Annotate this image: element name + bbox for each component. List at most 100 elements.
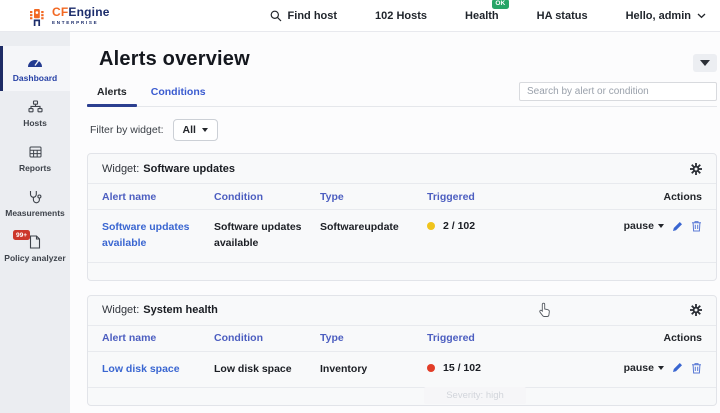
topnav: Find host 102 Hosts OK Health HA status …	[270, 0, 706, 22]
type-cell: Inventory	[320, 362, 368, 375]
sidebar-item-label: Hosts	[23, 118, 47, 128]
sidebar-item-label: Measurements	[5, 208, 65, 218]
widget-filter-value: All	[182, 124, 196, 136]
policy-analyzer-count-badge: 99+	[13, 230, 31, 240]
severity-dot	[427, 222, 435, 230]
health-link[interactable]: OK Health	[465, 0, 509, 22]
sitemap-icon	[27, 99, 43, 114]
column-header-condition[interactable]: Condition	[214, 190, 263, 203]
alert-name-link[interactable]: Low disk space	[102, 362, 180, 375]
sidebar: Dashboard Hosts	[0, 32, 70, 413]
widget-header: Widget: System health	[88, 296, 716, 326]
triggered-count: 2 / 102	[443, 220, 476, 232]
condition-cell: Low disk space	[214, 362, 292, 375]
pause-button[interactable]: pause	[624, 362, 664, 374]
filter-row: Filter by widget: All	[90, 119, 717, 141]
cfengine-logo-icon	[30, 8, 44, 26]
hosts-count-link[interactable]: 102 Hosts	[375, 9, 428, 22]
tabs: Alerts Conditions	[87, 81, 216, 107]
column-header-actions: Actions	[663, 190, 702, 203]
logo-text: CFEngine ENTERPRISE	[52, 6, 110, 25]
widget-title: Widget: Software updates	[102, 163, 235, 175]
widget-system-health: Widget: System health	[87, 294, 717, 407]
widget-settings-gear-icon[interactable]	[690, 304, 702, 316]
file-icon: 99+	[13, 230, 41, 249]
alert-name-link[interactable]: Software updates available	[102, 221, 190, 249]
gauge-icon	[27, 54, 43, 69]
user-menu[interactable]: Hello, admin	[626, 10, 706, 22]
caret-down-icon	[201, 128, 208, 132]
collapse-panel-button[interactable]	[693, 54, 717, 72]
edit-pencil-icon[interactable]	[672, 362, 683, 373]
column-header-triggered[interactable]: Triggered	[427, 332, 475, 344]
ha-status-link[interactable]: HA status	[536, 9, 588, 22]
type-cell: Softwareupdate	[320, 221, 399, 233]
severity-tooltip: Severity: high	[424, 387, 526, 404]
sidebar-item-reports[interactable]: Reports	[0, 136, 70, 181]
widget-name: System health	[143, 304, 218, 316]
column-header-condition[interactable]: Condition	[214, 332, 263, 344]
severity-dot	[427, 363, 435, 372]
column-header-type[interactable]: Type	[320, 332, 344, 344]
sidebar-item-label: Dashboard	[12, 73, 58, 83]
find-host-search[interactable]: Find host	[270, 9, 338, 22]
find-host-label: Find host	[287, 9, 338, 22]
tab-alerts[interactable]: Alerts	[87, 81, 137, 107]
column-header-alert-name[interactable]: Alert name	[102, 190, 157, 203]
sidebar-item-label: Policy analyzer	[4, 253, 66, 263]
filter-label: Filter by widget:	[90, 124, 164, 136]
page-body: Dashboard Hosts	[0, 32, 720, 413]
search-icon	[270, 10, 281, 21]
logo-engine: Engine	[68, 5, 110, 19]
condition-cell: Software updates available	[214, 221, 302, 249]
tab-conditions[interactable]: Conditions	[150, 86, 206, 98]
widget-footer	[88, 388, 716, 405]
alert-search-input[interactable]	[519, 82, 717, 101]
column-header-alert-name[interactable]: Alert name	[102, 332, 157, 344]
table-header-row: Alert name Condition Type Triggered Acti…	[88, 326, 716, 352]
triggered-cell: 15 / 102	[427, 362, 596, 374]
health-label: Health	[465, 9, 499, 22]
table-row: Software updates available Software upda…	[88, 210, 716, 263]
actions-cell: pause	[596, 220, 702, 232]
widget-header: Widget: Software updates	[88, 154, 716, 184]
column-header-actions: Actions	[663, 332, 702, 344]
logo-enterprise: ENTERPRISE	[52, 20, 99, 25]
page-head: Alerts overview	[87, 44, 717, 81]
widget-filter-dropdown[interactable]: All	[172, 119, 218, 141]
pause-label: pause	[623, 220, 654, 232]
widget-prefix: Widget:	[102, 162, 140, 175]
tabs-row: Alerts Conditions	[87, 81, 717, 107]
column-header-triggered[interactable]: Triggered	[427, 190, 475, 203]
delete-trash-icon[interactable]	[691, 220, 702, 232]
triggered-count: 15 / 102	[443, 361, 481, 374]
caret-down-icon	[658, 365, 664, 370]
widget-name: Software updates	[143, 162, 235, 175]
caret-down-icon	[658, 224, 664, 228]
edit-pencil-icon[interactable]	[672, 220, 683, 232]
logo-cf: CF	[52, 5, 69, 19]
sidebar-item-policy-analyzer[interactable]: 99+ Policy analyzer	[0, 226, 70, 271]
widget-prefix: Widget:	[102, 304, 140, 316]
cfengine-logo[interactable]: CFEngine ENTERPRISE	[30, 6, 110, 26]
sidebar-item-dashboard[interactable]: Dashboard	[0, 46, 70, 91]
delete-trash-icon[interactable]	[691, 362, 702, 374]
chevron-down-icon	[697, 13, 706, 18]
sidebar-item-measurements[interactable]: Measurements	[0, 181, 70, 226]
pause-label: pause	[623, 361, 654, 374]
main-content: Alerts overview Alerts Conditions Filter…	[70, 32, 720, 413]
sidebar-item-hosts[interactable]: Hosts	[0, 91, 70, 136]
user-menu-label: Hello, admin	[625, 9, 691, 22]
page-title: Alerts overview	[99, 48, 250, 70]
table-header-row: Alert name Condition Type Triggered Acti…	[88, 184, 716, 210]
stethoscope-icon	[28, 189, 42, 204]
health-ok-badge: OK	[491, 0, 509, 9]
pause-button[interactable]: pause	[624, 220, 664, 232]
widget-software-updates: Widget: Software updates	[87, 153, 717, 281]
column-header-type[interactable]: Type	[320, 190, 344, 203]
caret-down-icon	[700, 60, 710, 66]
topbar: CFEngine ENTERPRISE Find host 102 Hosts …	[0, 0, 720, 32]
widget-settings-gear-icon[interactable]	[690, 162, 702, 175]
triggered-cell: 2 / 102	[427, 220, 596, 232]
